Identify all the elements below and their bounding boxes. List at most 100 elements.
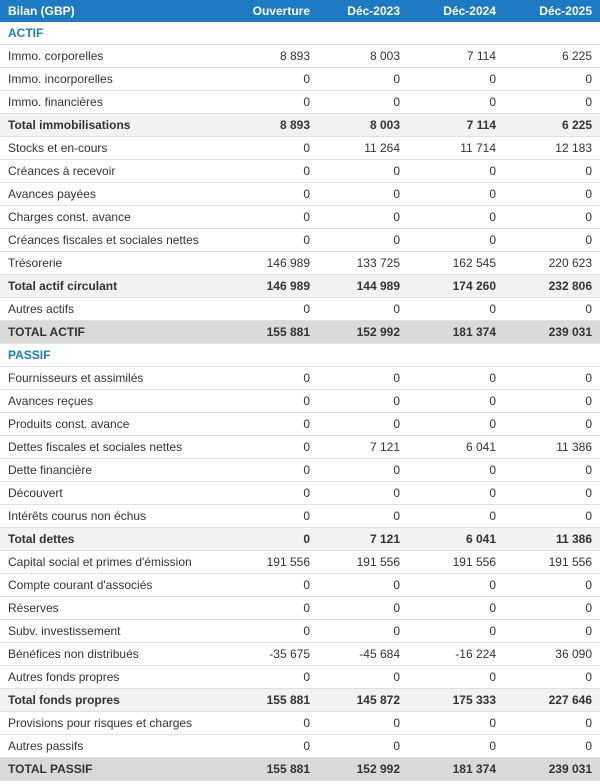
cell-value (228, 22, 318, 45)
table-row: Produits const. avance0000 (0, 413, 600, 436)
cell-value: 0 (318, 206, 408, 229)
cell-value: 0 (504, 367, 600, 390)
cell-value: 0 (228, 68, 318, 91)
cell-value: 0 (318, 91, 408, 114)
cell-value (504, 22, 600, 45)
row-label: Charges const. avance (0, 206, 228, 229)
cell-value: 0 (228, 597, 318, 620)
cell-value: 0 (228, 505, 318, 528)
table-row: Subv. investissement0000 (0, 620, 600, 643)
cell-value (228, 344, 318, 367)
cell-value: 0 (504, 160, 600, 183)
cell-value: 155 881 (228, 758, 318, 781)
cell-value: 0 (408, 390, 504, 413)
cell-value: 11 386 (504, 528, 600, 551)
cell-value (408, 344, 504, 367)
header-col-3: Déc-2025 (504, 0, 600, 22)
table-body: ACTIFImmo. corporelles8 8938 0037 1146 2… (0, 22, 600, 781)
row-label: TOTAL ACTIF (0, 321, 228, 344)
cell-value: 0 (504, 183, 600, 206)
row-label: Compte courant d'associés (0, 574, 228, 597)
cell-value: 7 121 (318, 436, 408, 459)
cell-value: 162 545 (408, 252, 504, 275)
cell-value: 0 (408, 91, 504, 114)
cell-value: 0 (228, 436, 318, 459)
row-label: Total dettes (0, 528, 228, 551)
cell-value: 0 (228, 229, 318, 252)
header-col-1: Déc-2023 (318, 0, 408, 22)
table-row: Créances à recevoir0000 (0, 160, 600, 183)
cell-value: 0 (228, 298, 318, 321)
cell-value: 0 (228, 413, 318, 436)
cell-value: 0 (408, 160, 504, 183)
table-row: ACTIF (0, 22, 600, 45)
cell-value: 0 (408, 597, 504, 620)
cell-value: 146 989 (228, 252, 318, 275)
row-label: Immo. incorporelles (0, 68, 228, 91)
cell-value: 0 (504, 620, 600, 643)
row-label: ACTIF (0, 22, 228, 45)
cell-value: 0 (228, 574, 318, 597)
cell-value: 0 (504, 390, 600, 413)
row-label: Autres passifs (0, 735, 228, 758)
cell-value: 155 881 (228, 689, 318, 712)
cell-value: 220 623 (504, 252, 600, 275)
row-label: Réserves (0, 597, 228, 620)
cell-value: 0 (318, 298, 408, 321)
cell-value: 239 031 (504, 758, 600, 781)
cell-value: 0 (318, 505, 408, 528)
cell-value: 155 881 (228, 321, 318, 344)
cell-value (318, 344, 408, 367)
cell-value: 0 (228, 91, 318, 114)
row-label: Créances fiscales et sociales nettes (0, 229, 228, 252)
row-label: Avances reçues (0, 390, 228, 413)
cell-value: 6 041 (408, 528, 504, 551)
cell-value: 0 (408, 183, 504, 206)
table-row: Total immobilisations8 8938 0037 1146 22… (0, 114, 600, 137)
row-label: Intérêts courus non échus (0, 505, 228, 528)
cell-value: 6 041 (408, 436, 504, 459)
row-label: Découvert (0, 482, 228, 505)
table-row: Immo. incorporelles0000 (0, 68, 600, 91)
row-label: PASSIF (0, 344, 228, 367)
cell-value: 146 989 (228, 275, 318, 298)
cell-value: 133 725 (318, 252, 408, 275)
cell-value: 0 (408, 712, 504, 735)
cell-value: 0 (504, 206, 600, 229)
cell-value: 0 (318, 183, 408, 206)
row-label: Dette financière (0, 459, 228, 482)
cell-value: 0 (504, 735, 600, 758)
cell-value: 0 (318, 413, 408, 436)
cell-value: 0 (504, 482, 600, 505)
table-row: Immo. corporelles8 8938 0037 1146 225 (0, 45, 600, 68)
header-row: Bilan (GBP) Ouverture Déc-2023 Déc-2024 … (0, 0, 600, 22)
table-row: Autres passifs0000 (0, 735, 600, 758)
row-label: Dettes fiscales et sociales nettes (0, 436, 228, 459)
table-row: Créances fiscales et sociales nettes0000 (0, 229, 600, 252)
cell-value: 191 556 (228, 551, 318, 574)
cell-value: 6 225 (504, 45, 600, 68)
row-label: Total actif circulant (0, 275, 228, 298)
cell-value: 0 (408, 505, 504, 528)
cell-value: 0 (408, 229, 504, 252)
cell-value: 0 (228, 620, 318, 643)
cell-value: 0 (318, 735, 408, 758)
cell-value: 36 090 (504, 643, 600, 666)
table-row: Compte courant d'associés0000 (0, 574, 600, 597)
cell-value: 191 556 (408, 551, 504, 574)
cell-value: 144 989 (318, 275, 408, 298)
cell-value: 0 (408, 367, 504, 390)
table-row: Provisions pour risques et charges0000 (0, 712, 600, 735)
cell-value: 11 386 (504, 436, 600, 459)
table-row: Dettes fiscales et sociales nettes07 121… (0, 436, 600, 459)
cell-value: -35 675 (228, 643, 318, 666)
cell-value: 7 121 (318, 528, 408, 551)
cell-value: 0 (504, 597, 600, 620)
cell-value: 174 260 (408, 275, 504, 298)
cell-value (318, 22, 408, 45)
table-row: Total actif circulant146 989144 989174 2… (0, 275, 600, 298)
cell-value: -45 684 (318, 643, 408, 666)
cell-value: 11 264 (318, 137, 408, 160)
cell-value: 0 (504, 413, 600, 436)
cell-value: 0 (504, 91, 600, 114)
